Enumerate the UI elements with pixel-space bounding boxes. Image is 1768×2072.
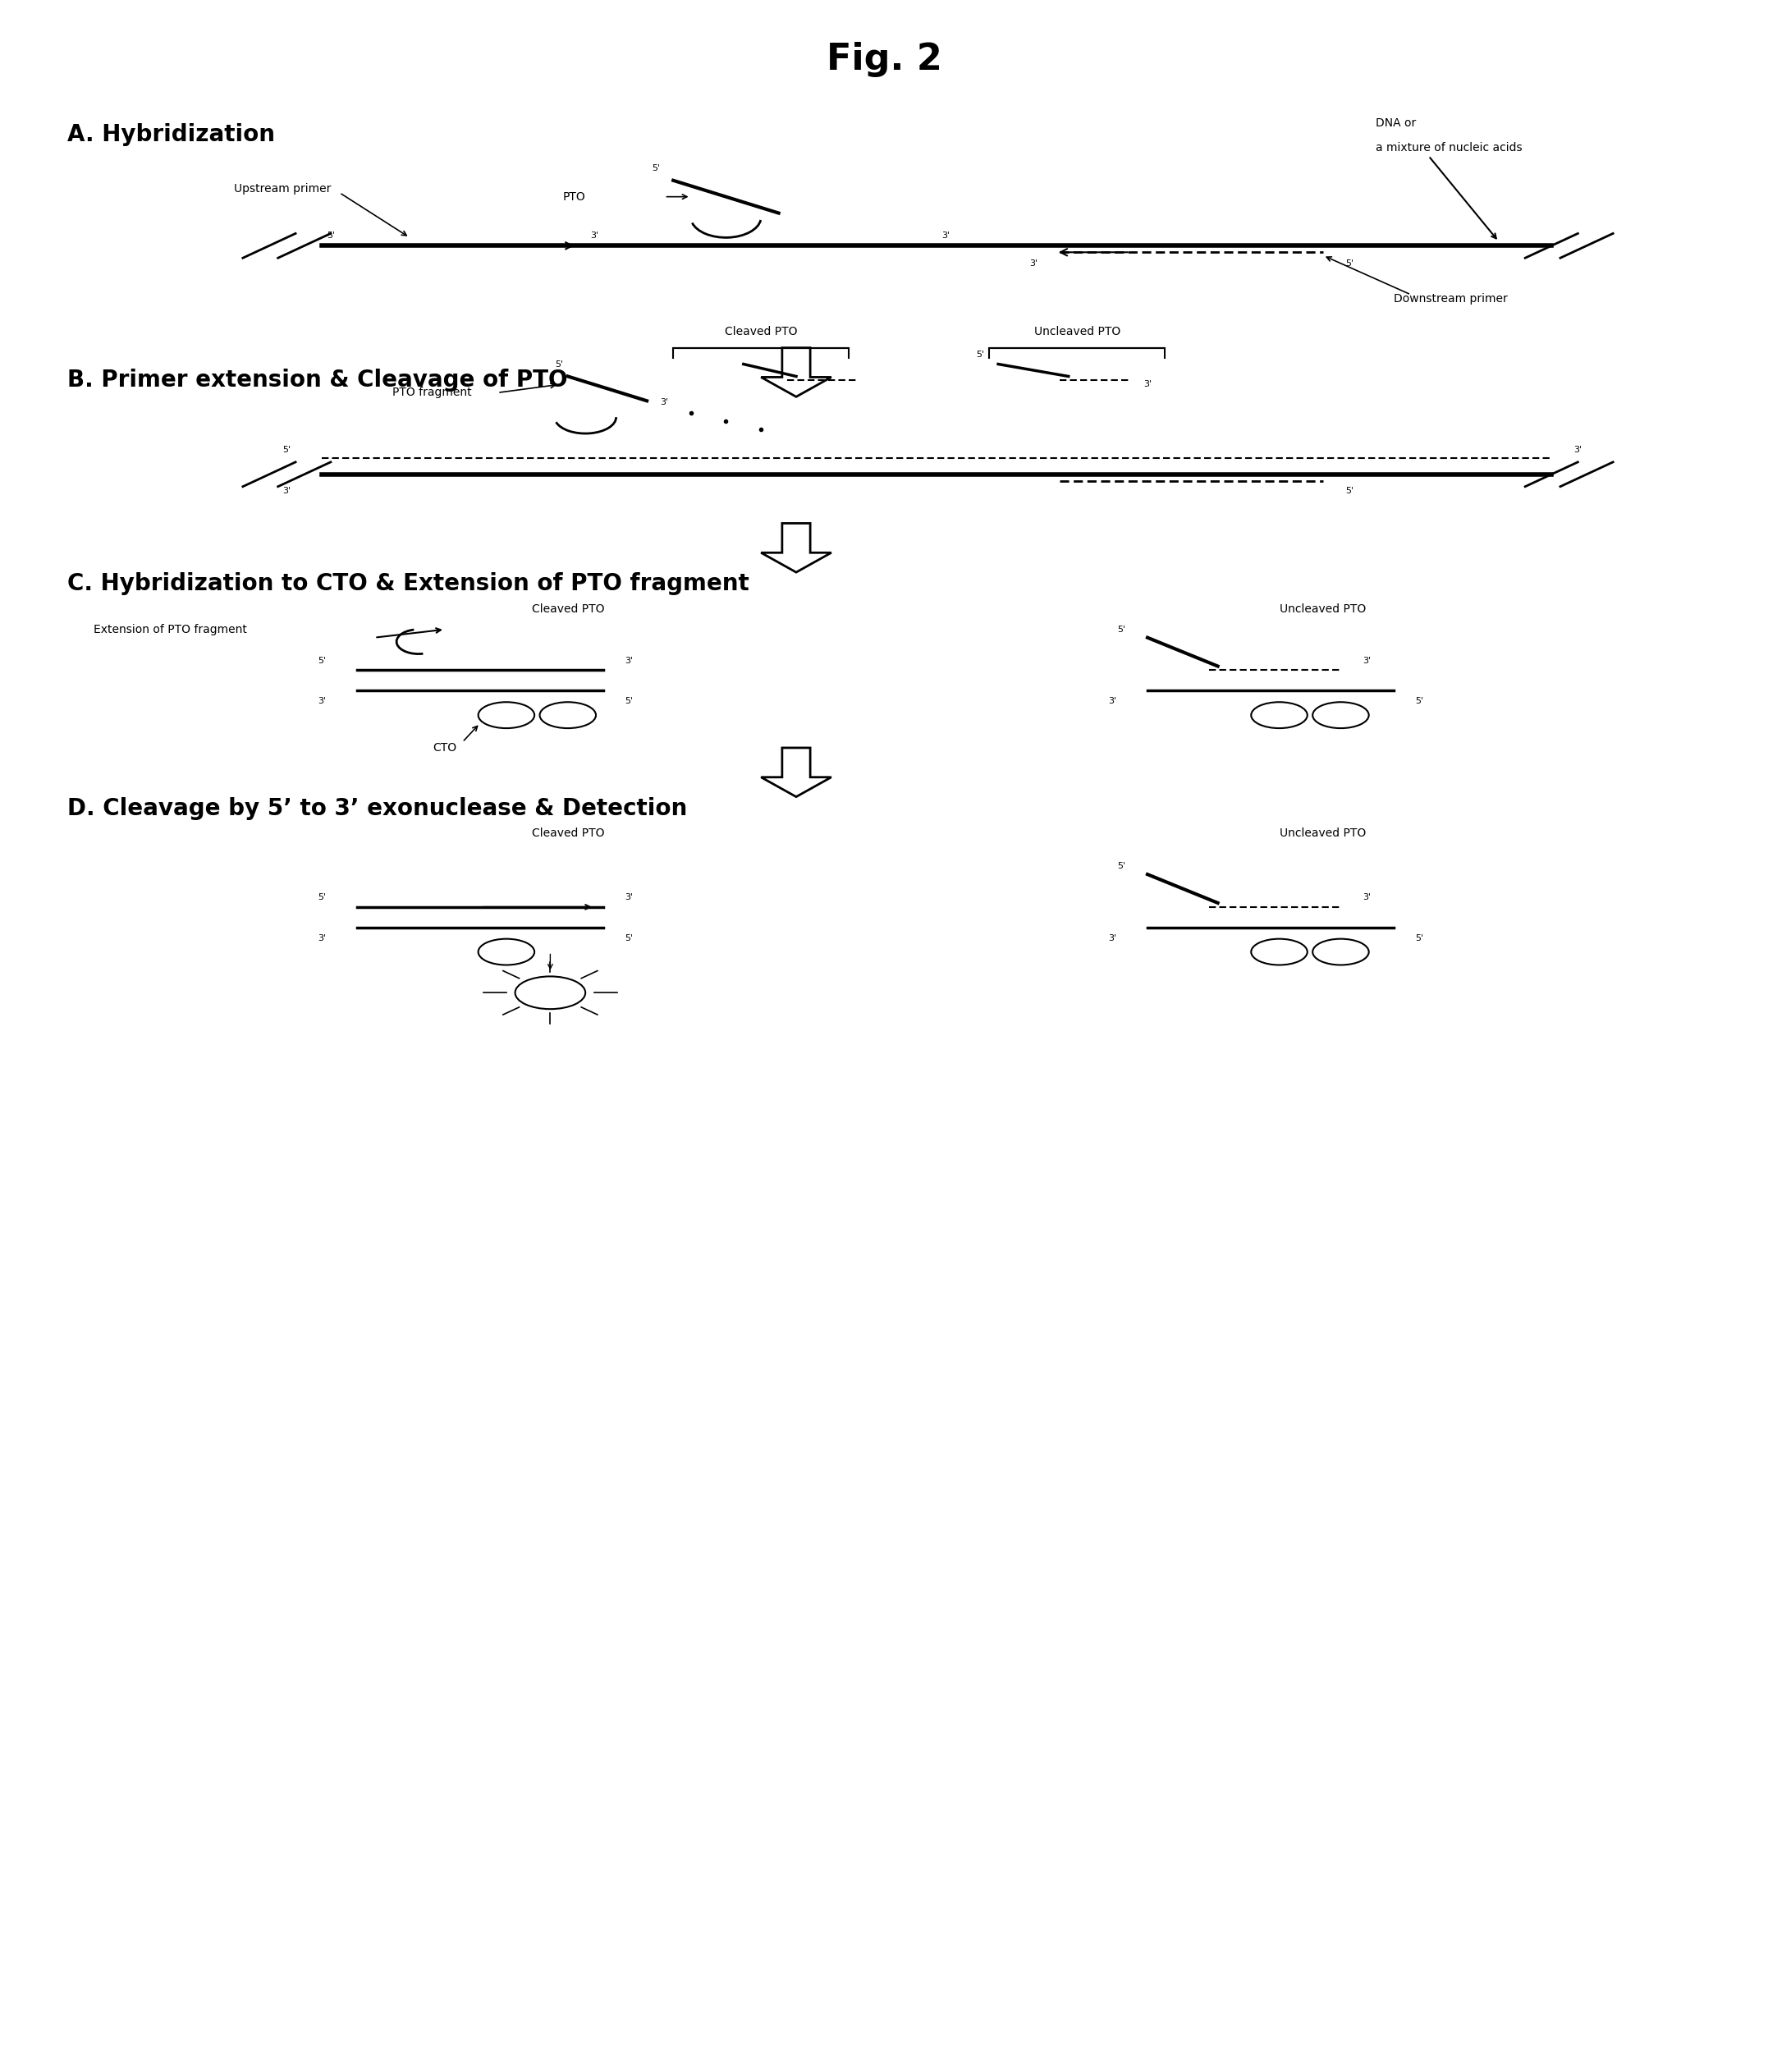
Text: CTO: CTO	[433, 742, 456, 754]
Text: A. Hybridization: A. Hybridization	[67, 122, 274, 147]
Text: 3': 3'	[659, 398, 668, 406]
Text: DNA or: DNA or	[1376, 118, 1416, 128]
Circle shape	[1252, 702, 1307, 727]
Text: 3': 3'	[1574, 445, 1582, 454]
Text: 5': 5'	[1345, 259, 1354, 267]
Text: Q: Q	[502, 711, 509, 719]
Text: 5': 5'	[1416, 934, 1423, 943]
Circle shape	[477, 939, 534, 966]
Text: 3': 3'	[591, 232, 598, 240]
Text: Uncleaved PTO: Uncleaved PTO	[1280, 829, 1367, 839]
Text: 3': 3'	[1109, 696, 1117, 704]
Text: Cleaved PTO: Cleaved PTO	[532, 603, 605, 615]
Text: 3': 3'	[1363, 657, 1372, 665]
Circle shape	[1252, 939, 1307, 966]
Text: 3': 3'	[283, 487, 292, 495]
Text: 5': 5'	[318, 893, 325, 901]
Text: 3': 3'	[626, 657, 633, 665]
Text: D. Cleavage by 5’ to 3’ exonuclease & Detection: D. Cleavage by 5’ to 3’ exonuclease & De…	[67, 798, 688, 821]
Text: 5': 5'	[327, 232, 334, 240]
FancyArrow shape	[760, 348, 831, 396]
Text: 3': 3'	[318, 696, 325, 704]
Text: 5': 5'	[1416, 696, 1423, 704]
Text: 5': 5'	[976, 350, 985, 358]
Text: Upstream primer: Upstream primer	[233, 182, 331, 195]
Text: 5': 5'	[626, 934, 633, 943]
Text: 5': 5'	[1117, 626, 1124, 634]
Text: R: R	[564, 711, 571, 719]
Text: 3': 3'	[1029, 259, 1038, 267]
Text: Fig. 2: Fig. 2	[826, 41, 942, 77]
Text: Q: Q	[1276, 947, 1284, 955]
Text: 5': 5'	[1345, 487, 1354, 495]
Text: PTO fragment: PTO fragment	[392, 387, 472, 398]
FancyArrow shape	[760, 748, 831, 798]
Text: Q: Q	[1276, 711, 1284, 719]
Text: 5': 5'	[651, 164, 659, 172]
Text: 5': 5'	[626, 696, 633, 704]
Text: PTO: PTO	[562, 191, 585, 203]
Circle shape	[514, 976, 585, 1009]
Text: 3': 3'	[626, 893, 633, 901]
Text: 5': 5'	[283, 445, 292, 454]
Text: Cleaved PTO: Cleaved PTO	[532, 829, 605, 839]
Text: B. Primer extension & Cleavage of PTO: B. Primer extension & Cleavage of PTO	[67, 369, 568, 392]
Circle shape	[1312, 702, 1368, 727]
FancyArrow shape	[760, 524, 831, 572]
Text: 3': 3'	[941, 232, 949, 240]
Text: Cleaved PTO: Cleaved PTO	[725, 325, 797, 338]
Circle shape	[539, 702, 596, 727]
Text: 3': 3'	[318, 934, 325, 943]
Text: a mixture of nucleic acids: a mixture of nucleic acids	[1376, 143, 1522, 153]
Text: R: R	[1338, 947, 1344, 955]
Text: R: R	[546, 988, 553, 997]
Text: C. Hybridization to CTO & Extension of PTO fragment: C. Hybridization to CTO & Extension of P…	[67, 572, 750, 595]
Text: 5': 5'	[1117, 862, 1124, 870]
Circle shape	[477, 702, 534, 727]
Text: 3': 3'	[1363, 893, 1372, 901]
Text: Uncleaved PTO: Uncleaved PTO	[1034, 325, 1121, 338]
Text: 3': 3'	[1109, 934, 1117, 943]
Text: R: R	[1338, 711, 1344, 719]
Text: Q: Q	[502, 947, 509, 955]
Circle shape	[1312, 939, 1368, 966]
Text: Downstream primer: Downstream primer	[1393, 292, 1508, 305]
Text: Extension of PTO fragment: Extension of PTO fragment	[94, 624, 248, 636]
Text: Uncleaved PTO: Uncleaved PTO	[1280, 603, 1367, 615]
Text: 3': 3'	[1144, 381, 1151, 390]
Text: 5': 5'	[555, 361, 564, 369]
Text: 5': 5'	[318, 657, 325, 665]
